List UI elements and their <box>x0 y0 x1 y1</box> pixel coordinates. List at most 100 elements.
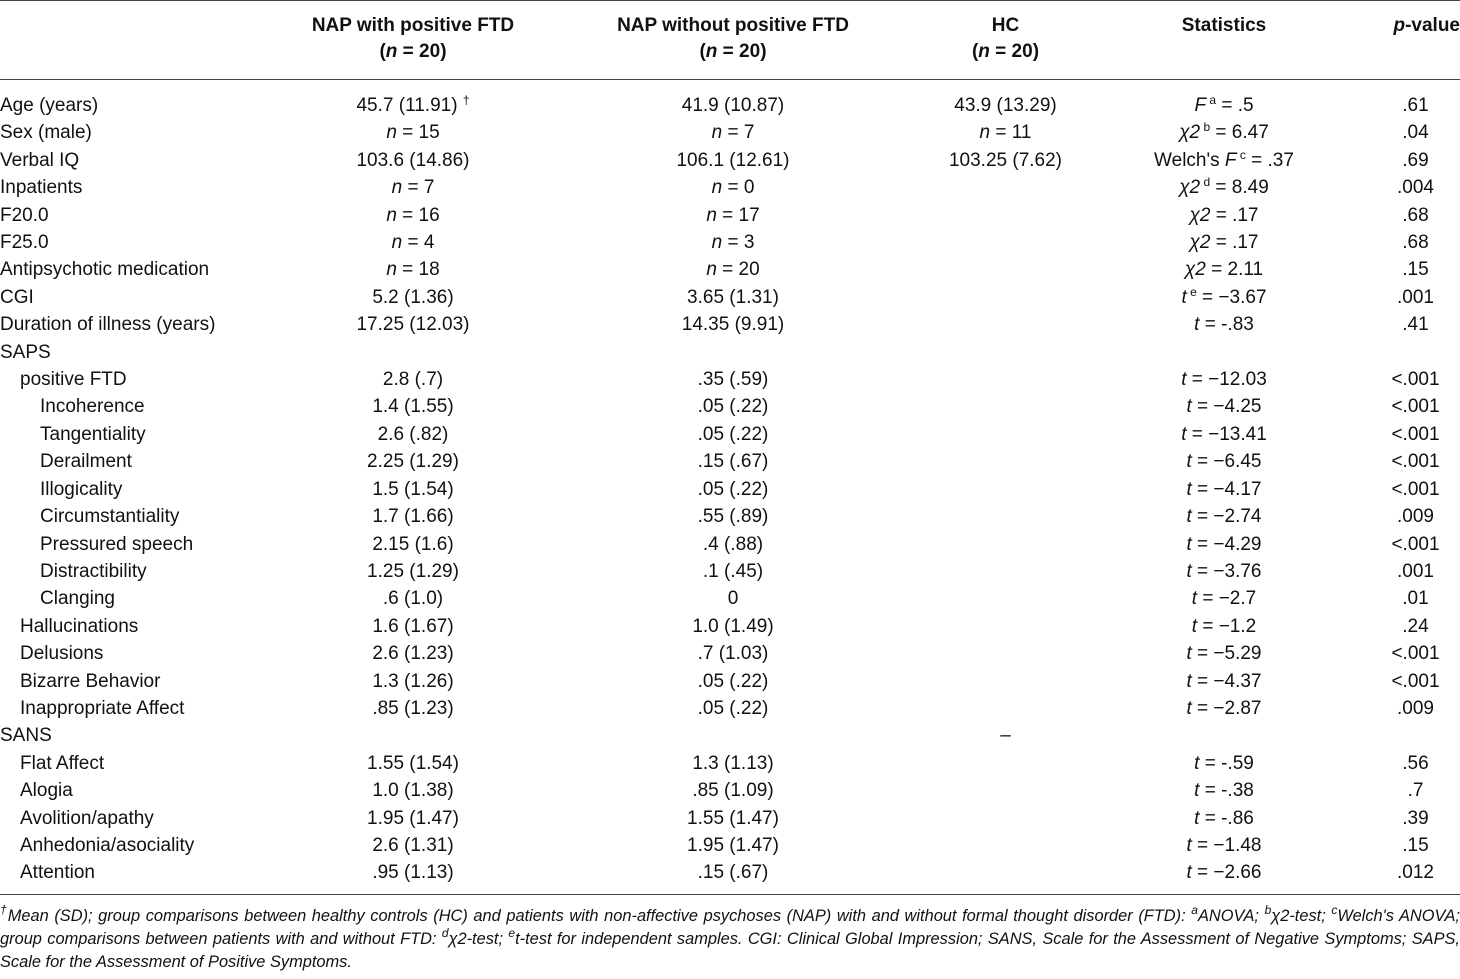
cell-c4 <box>1113 722 1335 749</box>
cell-c3 <box>898 284 1113 311</box>
cell-c3: 43.9 (13.29) <box>898 92 1113 119</box>
table-row: Hallucinations 1.6 (1.67) 1.0 (1.49) t = −1… <box>0 613 1460 640</box>
text-run: = −4.37 <box>1191 670 1262 692</box>
cell-c3: n = 11 <box>898 119 1113 146</box>
cell-c2: .55 (.89) <box>568 503 898 530</box>
header-n-value: = 20) <box>397 41 447 62</box>
text-run: = −2.87 <box>1191 697 1262 719</box>
cell-p-value: .004 <box>1397 177 1434 199</box>
text-run: χ2 <box>1179 177 1201 199</box>
row-label: Verbal IQ <box>0 149 80 171</box>
row-label: Derailment <box>40 451 132 473</box>
cell-p-value: .68 <box>1402 232 1429 254</box>
row-label: F20.0 <box>0 204 49 226</box>
text-run: n <box>706 259 717 281</box>
text-run: = 16 <box>396 204 440 226</box>
cell-c3 <box>898 558 1113 585</box>
text-run: = 4 <box>402 232 435 254</box>
row-label: F25.0 <box>0 232 49 254</box>
cell-p-value: .001 <box>1397 286 1434 308</box>
text-run: t <box>1191 588 1198 610</box>
table-row: Duration of illness (years) 17.25 (12.03)… <box>0 311 1460 338</box>
text-run: 2.6 (1.23) <box>372 643 454 665</box>
text-run: n <box>386 122 397 144</box>
superscript: † <box>0 903 8 917</box>
cell-c1: n = 15 <box>258 119 568 146</box>
bottom-rule <box>0 894 1460 895</box>
cell-c3 <box>898 613 1113 640</box>
cell-c3 <box>898 448 1113 475</box>
cell-c1: 1.4 (1.55) <box>258 393 568 420</box>
cell-c2: n = 17 <box>568 202 898 229</box>
row-label: Distractibility <box>40 560 147 582</box>
text-run: 17.25 (12.03) <box>356 314 470 336</box>
text-run: t <box>1186 396 1192 418</box>
cell-c4: t = −2.87 <box>1113 695 1335 722</box>
header-rule <box>0 79 1460 80</box>
header-n-value: = 20) <box>989 41 1040 62</box>
cell-p-value: <.001 <box>1391 423 1440 445</box>
cell-p-value: <.001 <box>1391 478 1440 500</box>
cell-c3 <box>898 393 1113 420</box>
cell-p-value: .69 <box>1402 149 1429 171</box>
table-row: Alogia 1.0 (1.38) .85 (1.09) t = -.38 .7 <box>0 777 1460 804</box>
text-run: 1.95 (1.47) <box>687 834 779 856</box>
cell-c1: 1.5 (1.54) <box>258 476 568 503</box>
cell-c1 <box>258 339 568 366</box>
text-run: = 0 <box>722 177 755 199</box>
text-run: Mean (SD); group comparisons between hea… <box>7 907 1192 925</box>
table-row: Age (years) 45.7 (11.91) † 41.9 (10.87) 43.… <box>0 92 1460 119</box>
cell-c1: n = 7 <box>258 174 568 201</box>
superscript: d <box>441 926 449 940</box>
cell-c2: .05 (.22) <box>568 668 898 695</box>
text-run: = .5 <box>1216 95 1254 116</box>
cell-c1: 2.8 (.7) <box>258 366 568 393</box>
header-n: (n = 20) <box>699 41 767 62</box>
row-label: Inpatients <box>0 177 83 199</box>
superscript: e <box>508 926 516 940</box>
text-run: .05 (.22) <box>697 396 769 418</box>
text-run: n <box>386 204 397 226</box>
row-label: Duration of illness (years) <box>0 314 216 336</box>
text-run: n <box>386 259 397 281</box>
cell-c3 <box>898 366 1113 393</box>
superscript: a <box>1191 903 1198 917</box>
cell-c1: .95 (1.13) <box>258 859 568 886</box>
text-run: .6 (1.0) <box>382 588 444 610</box>
row-label: Anhedonia/asociality <box>20 834 195 856</box>
table-row: CGI 5.2 (1.36) 3.65 (1.31) t e = −3.67 .001 <box>0 284 1460 311</box>
cell-c4: t = −1.2 <box>1113 613 1335 640</box>
text-run: t <box>1186 506 1192 528</box>
text-run: = −4.17 <box>1191 478 1262 500</box>
text-run: = −2.7 <box>1197 588 1257 610</box>
cell-c2: .05 (.22) <box>568 476 898 503</box>
cell-c4: t = −5.29 <box>1113 640 1335 667</box>
cell-p-value: <.001 <box>1391 533 1440 555</box>
text-run: 41.9 (10.87) <box>681 95 785 116</box>
header-title: p-value <box>1335 13 1460 39</box>
text-run: = 2.11 <box>1205 259 1264 281</box>
text-run: Welch's ANOVA; group comparisons between… <box>0 907 1460 948</box>
cell-c2: .05 (.22) <box>568 695 898 722</box>
cell-c4: t = −2.66 <box>1113 859 1335 886</box>
text-run: χ2-test; <box>448 930 509 948</box>
cell-c1: 45.7 (11.91) † <box>258 92 568 119</box>
text-run: .15 (.67) <box>697 451 769 473</box>
table-row: Clanging .6 (1.0) 0 t = −2.7 .01 <box>0 585 1460 612</box>
header-cell-c4: Statistics <box>1113 0 1335 92</box>
text-run: .4 (.88) <box>702 533 764 555</box>
text-run: t <box>1186 533 1192 555</box>
text-run: n <box>711 177 723 199</box>
cell-c3 <box>898 421 1113 448</box>
superscript: e <box>1186 284 1197 299</box>
text-run: 2.25 (1.29) <box>367 451 459 473</box>
cell-c2: 14.35 (9.91) <box>568 311 898 338</box>
cell-p-value: .41 <box>1402 314 1429 336</box>
cell-c3 <box>898 695 1113 722</box>
text-run: 2.15 (1.6) <box>372 533 454 555</box>
row-label: Illogicality <box>40 478 123 500</box>
text-run: 1.55 (1.47) <box>687 807 779 829</box>
table-row: Bizarre Behavior 1.3 (1.26) .05 (.22) t = −… <box>0 668 1460 695</box>
